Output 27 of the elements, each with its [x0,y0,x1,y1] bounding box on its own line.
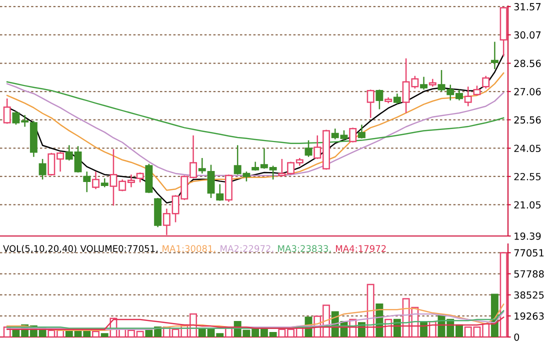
y-tick-label: 19263 [514,312,544,320]
y-tick-label: 22.55 [514,172,541,180]
y-tick-label: 19.39 [514,232,541,240]
y-tick-label: 25.56 [514,116,541,124]
annotation: VOLUME0:77051, [80,245,158,253]
y-tick-label: 0 [514,333,520,341]
y-tick-label: 27.06 [514,88,541,96]
bar [92,330,100,337]
y-tick-label: 28.56 [514,60,541,68]
y-tick-label: 77051 [514,249,544,257]
annotation: MA1:30081, [162,245,216,253]
line-series [6,316,504,330]
y-tick-label: 24.05 [514,144,541,152]
candlestick [490,41,498,70]
y-tick-label: 31.57 [514,3,541,10]
annotation: MA4:17972 [336,245,386,252]
y-tick-label: 38525 [514,291,544,299]
annotation: VOL(5,10,20,40) [3,245,76,254]
bar [100,333,108,337]
y-tick-label: 57788 [514,270,544,278]
bar [500,252,508,337]
annotation: MA2:22972, [220,245,274,253]
y-tick-label: 21.05 [514,201,541,209]
line-series [6,81,504,144]
y-tick-label: 30.07 [514,31,541,39]
candlestick [482,75,490,90]
annotation: MA3:23833, [278,245,331,253]
